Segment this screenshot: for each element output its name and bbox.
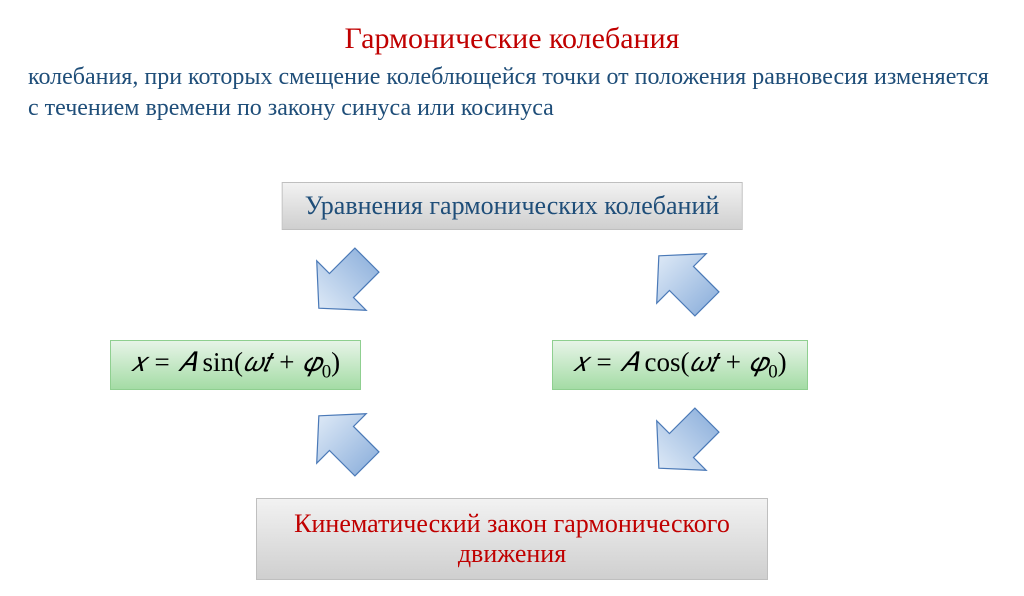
kinematic-law-box: Кинематический закон гармонического движ… <box>256 498 768 580</box>
equations-header-label: Уравнения гармонических колебаний <box>305 191 720 220</box>
formula-sin-box: 𝑥 = 𝐴 sin(𝜔𝑡 + 𝜑0) <box>110 340 361 390</box>
arrow-bottom-left-icon <box>300 397 390 487</box>
arrow-top-right-icon <box>640 237 730 327</box>
formula-cos: 𝑥 = 𝐴 cos(𝜔𝑡 + 𝜑0) <box>573 347 787 377</box>
equations-header-box: Уравнения гармонических колебаний <box>282 182 743 230</box>
formula-cos-box: 𝑥 = 𝐴 cos(𝜔𝑡 + 𝜑0) <box>552 340 808 390</box>
kinematic-law-label: Кинематический закон гармонического движ… <box>294 509 730 568</box>
definition-text: колебания, при которых смещение колеблющ… <box>28 62 996 124</box>
arrow-bottom-right-icon <box>640 397 730 487</box>
formula-sin: 𝑥 = 𝐴 sin(𝜔𝑡 + 𝜑0) <box>131 347 340 377</box>
page-title: Гармонические колебания <box>0 22 1024 56</box>
arrow-top-left-icon <box>300 237 390 327</box>
